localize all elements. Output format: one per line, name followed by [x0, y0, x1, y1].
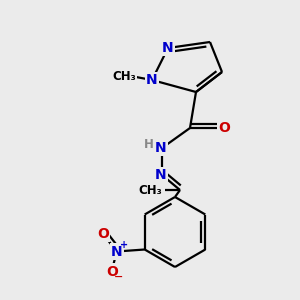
Text: −: −: [114, 272, 123, 281]
Text: N: N: [111, 244, 122, 259]
Text: CH₃: CH₃: [138, 184, 162, 196]
Text: N: N: [146, 73, 158, 87]
Text: O: O: [97, 226, 109, 241]
Text: H: H: [144, 137, 154, 151]
Text: N: N: [155, 168, 167, 182]
Text: CH₃: CH₃: [112, 70, 136, 83]
Text: +: +: [120, 239, 128, 250]
Text: N: N: [155, 141, 167, 155]
Text: N: N: [162, 41, 174, 55]
Text: O: O: [218, 121, 230, 135]
Text: O: O: [106, 265, 118, 278]
